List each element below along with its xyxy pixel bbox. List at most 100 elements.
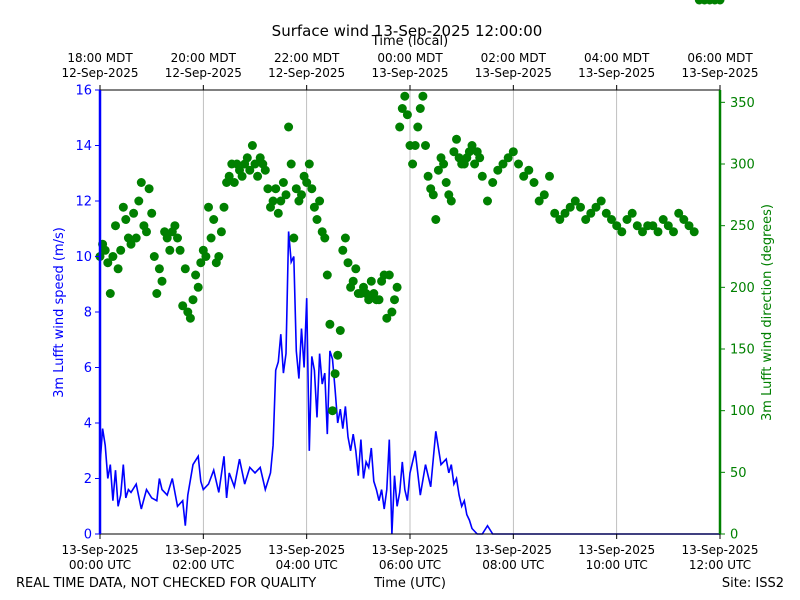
- wind-direction-point: [519, 171, 529, 181]
- wind-direction-point: [144, 184, 154, 194]
- wind-direction-point: [154, 264, 164, 274]
- wind-direction-point: [180, 264, 190, 274]
- left-tick-label: 16: [75, 84, 92, 99]
- left-tick-label: 12: [75, 195, 92, 210]
- ticks: 0 2 4 6 8 10 12 14 16 0 50 100 150 200 250 300 350 13-Sep…: [61, 51, 758, 572]
- wind-direction-point: [612, 221, 622, 231]
- wind-direction-point: [118, 202, 128, 212]
- wind-direction-point: [304, 159, 314, 169]
- bottom-tick-time: 08:00 UTC: [482, 558, 544, 572]
- wind-direction-point: [271, 184, 281, 194]
- wind-direction-point: [565, 202, 575, 212]
- wind-direction-point: [413, 122, 423, 132]
- bottom-tick-date: 13-Sep-2025: [61, 543, 138, 557]
- wind-direction-point: [421, 141, 430, 150]
- wind-direction-point: [338, 245, 348, 255]
- wind-direction-point: [152, 289, 162, 298]
- wind-direction-point: [157, 276, 167, 286]
- wind-direction-point: [689, 227, 699, 237]
- wind-direction-point: [555, 215, 565, 224]
- wind-direction-point: [302, 178, 312, 187]
- wind-direction-point: [382, 313, 392, 323]
- wind-direction-point: [387, 307, 397, 317]
- bottom-axis-label: Time (UTC): [374, 576, 446, 591]
- wind-direction-point: [297, 190, 306, 200]
- wind-direction-point: [390, 295, 399, 305]
- wind-direction-point: [142, 227, 151, 237]
- wind-direction-point: [131, 233, 141, 243]
- right-tick-label: 350: [730, 96, 755, 111]
- wind-direction-point: [653, 227, 663, 237]
- left-tick-label: 8: [84, 306, 92, 321]
- wind-direction-point: [229, 178, 239, 187]
- right-tick-label: 200: [730, 281, 755, 296]
- chart-title: Surface wind 13-Sep-2025 12:00:00: [271, 22, 543, 40]
- wind-direction-point: [253, 171, 263, 181]
- top-tick-time: 20:00 MDT: [171, 51, 237, 65]
- wind-direction-point: [126, 239, 136, 249]
- wind-direction-point: [508, 147, 518, 157]
- wind-direction-point: [278, 178, 288, 187]
- wind-direction-point: [268, 196, 278, 206]
- wind-direction-point: [431, 215, 441, 224]
- bottom-tick-date: 13-Sep-2025: [681, 543, 758, 557]
- bottom-tick-time: 00:00 UTC: [69, 558, 131, 572]
- wind-direction-point: [534, 196, 544, 206]
- wind-direction-point: [524, 165, 534, 175]
- wind-direction-point: [173, 233, 182, 243]
- top-tick-time: 00:00 MDT: [377, 51, 443, 65]
- wind-direction-point: [343, 258, 353, 268]
- wind-direction-point: [550, 208, 560, 218]
- wind-direction-point: [439, 159, 449, 169]
- wind-direction-point: [418, 91, 428, 101]
- wind-direction-point: [452, 134, 461, 144]
- left-tick-label: 6: [84, 361, 92, 376]
- wind-direction-point: [201, 252, 211, 261]
- wind-direction-point: [276, 196, 286, 206]
- wind-direction-point: [245, 165, 255, 175]
- bottom-tick-date: 13-Sep-2025: [165, 543, 242, 557]
- wind-direction-point: [291, 184, 301, 194]
- wind-direction-point: [170, 221, 180, 231]
- wind-direction-point: [260, 165, 270, 175]
- top-tick-date: 12-Sep-2025: [165, 66, 242, 80]
- wind-direction-point: [433, 165, 443, 175]
- wind-direction-point: [348, 276, 358, 286]
- wind-direction-point: [475, 153, 485, 163]
- wind-direction-point: [483, 196, 492, 206]
- wind-direction-point: [193, 282, 203, 292]
- wind-direction-point: [325, 319, 335, 329]
- right-tick-label: 300: [730, 158, 755, 173]
- wind-direction-point: [627, 208, 637, 218]
- wind-direction-point: [134, 196, 144, 206]
- bottom-tick-time: 02:00 UTC: [172, 558, 234, 572]
- right-tick-label: 150: [730, 343, 755, 358]
- top-tick-date: 13-Sep-2025: [475, 66, 552, 80]
- wind-direction-point: [415, 104, 425, 113]
- wind-direction-point: [129, 208, 139, 218]
- wind-direction-point: [149, 252, 159, 261]
- wind-direction-point: [286, 159, 296, 169]
- wind-direction-point: [470, 159, 480, 169]
- left-tick-label: 0: [84, 528, 92, 543]
- wind-direction-point: [103, 258, 113, 268]
- wind-direction-point: [397, 104, 407, 113]
- wind-direction-point: [374, 295, 384, 305]
- wind-direction-point: [206, 233, 216, 243]
- wind-direction-point: [467, 141, 477, 150]
- right-axis-label: 3m Lufft wind direction (degrees): [759, 203, 775, 421]
- wind-direction-point: [684, 221, 694, 231]
- wind-direction-point: [281, 190, 291, 200]
- wind-direction-point: [493, 165, 503, 175]
- wind-direction-point: [320, 233, 330, 243]
- wind-direction-point: [121, 215, 131, 224]
- wind-direction-point: [105, 289, 115, 298]
- wind-direction-point: [669, 227, 678, 237]
- left-tick-label: 10: [75, 250, 92, 265]
- wind-direction-point: [428, 190, 438, 200]
- wind-direction-point: [219, 202, 229, 212]
- wind-direction-point: [147, 208, 157, 218]
- wind-direction-point: [191, 270, 201, 280]
- bottom-tick-date: 13-Sep-2025: [371, 543, 448, 557]
- wind-direction-point: [581, 215, 591, 224]
